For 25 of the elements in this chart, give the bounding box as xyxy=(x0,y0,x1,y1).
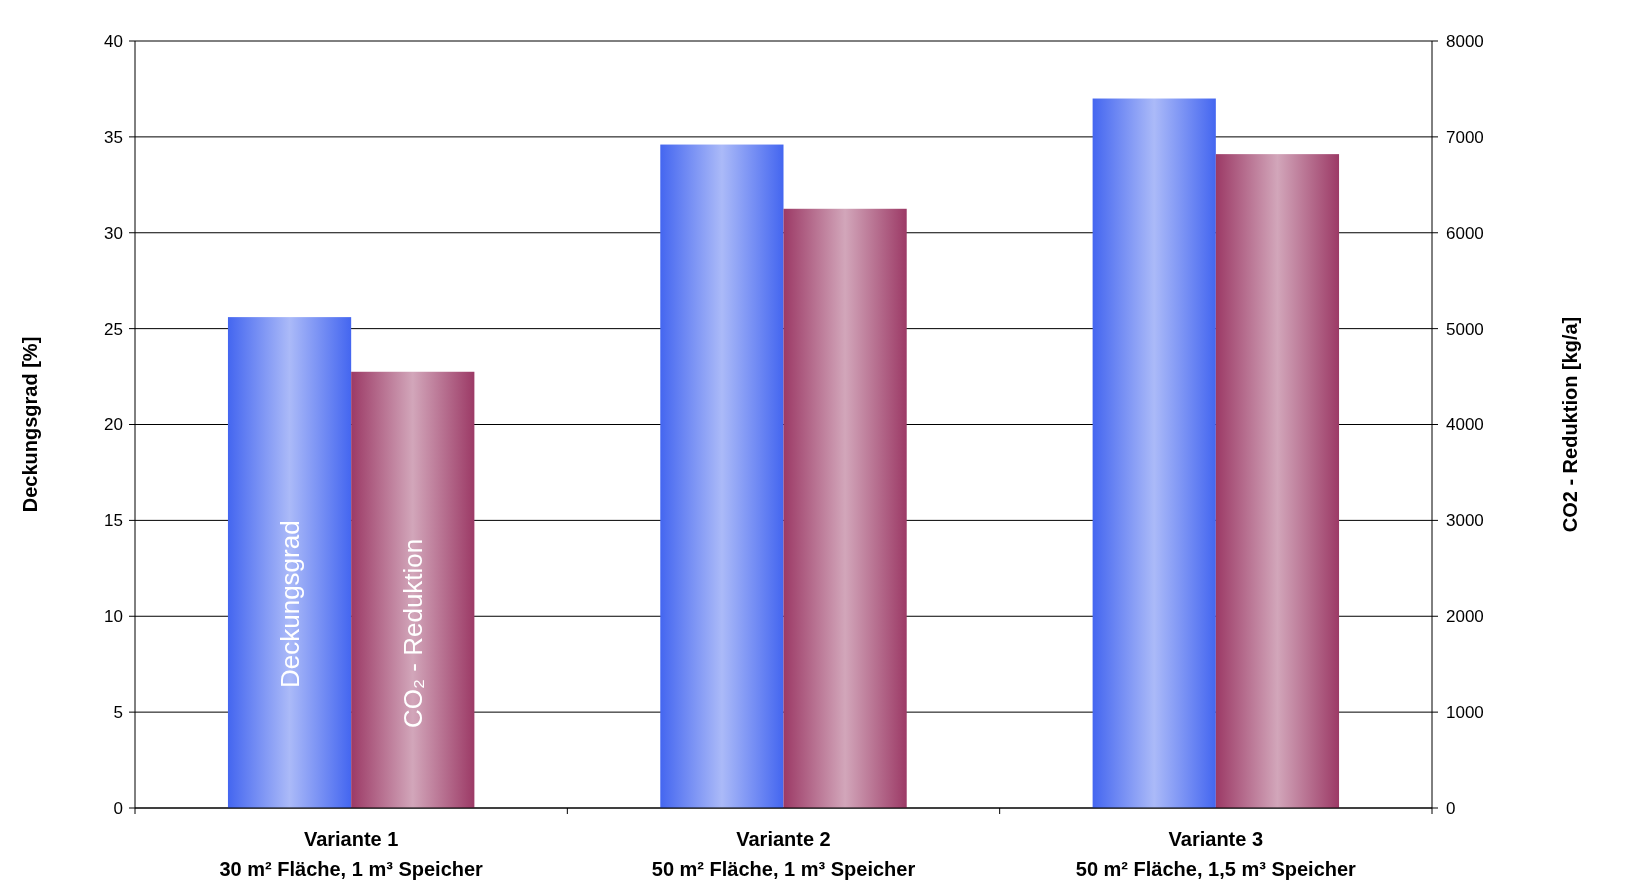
series-label: Deckungsgrad xyxy=(274,520,305,688)
y2-tick-label: 6000 xyxy=(1446,223,1484,243)
x-tick-label: Variante 1 30 m² Fläche, 1 m³ Speicher xyxy=(219,828,484,880)
y-tick-label: 15 xyxy=(104,511,123,531)
y2-tick-label: 1000 xyxy=(1446,703,1484,723)
y2-tick-label: 4000 xyxy=(1446,415,1484,435)
y-tick-label: 0 xyxy=(113,798,123,818)
y2-axis-title: CO2 - Reduktion [kg/a] xyxy=(1559,316,1581,533)
y-tick-label: 30 xyxy=(104,223,123,243)
y-tick-label: 35 xyxy=(104,127,123,147)
y-tick-label: 40 xyxy=(104,31,123,51)
y-tick-label: 25 xyxy=(104,319,123,339)
series-label: CO₂ - Reduktion xyxy=(397,538,428,728)
y-tick-label: 20 xyxy=(104,415,123,435)
y2-tick-label: 2000 xyxy=(1446,607,1484,627)
x-tick-label: Variante 3 50 m² Fläche, 1,5 m³ Speicher xyxy=(1075,828,1357,880)
y-tick-label: 10 xyxy=(104,607,123,627)
x-tick-label: Variante 2 50 m² Fläche, 1 m³ Speicher xyxy=(651,828,916,880)
y-tick-label: 5 xyxy=(113,703,123,723)
y2-tick-label: 0 xyxy=(1446,798,1456,818)
y2-tick-label: 7000 xyxy=(1446,127,1484,147)
y2-tick-label: 5000 xyxy=(1446,319,1484,339)
y-axis-title: Deckungsgrad [%] xyxy=(19,336,41,513)
y2-tick-label: 3000 xyxy=(1446,511,1484,531)
y2-tick-label: 8000 xyxy=(1446,31,1484,51)
